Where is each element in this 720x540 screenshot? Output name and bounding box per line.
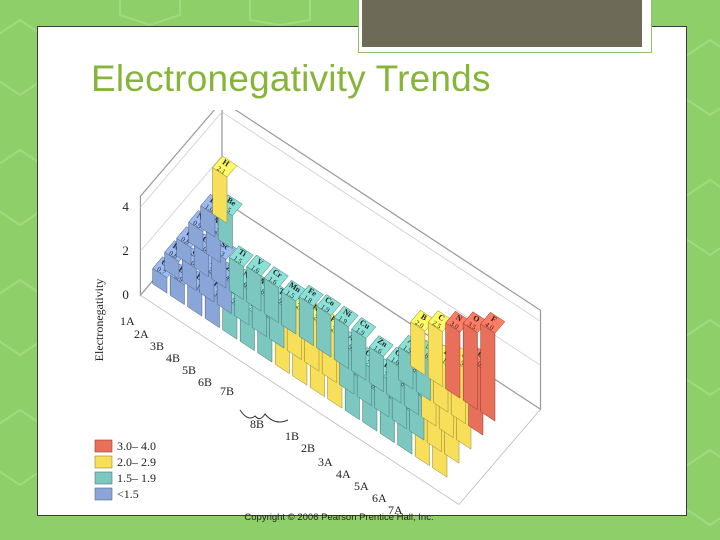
element-symbol: N	[454, 313, 464, 324]
group-label: 5B	[182, 363, 196, 377]
slide-title: Electronegativity Trends	[91, 58, 491, 99]
element-value: 1.5	[284, 289, 296, 301]
element-value: 0.9	[191, 219, 203, 231]
element-symbol: C	[436, 312, 446, 323]
element-value: 1.6	[267, 275, 279, 287]
element-bar-ni: Ni1.9	[333, 305, 359, 370]
legend-label: <1.5	[117, 487, 139, 501]
legend-swatch	[94, 487, 113, 501]
group-label: 4A	[336, 467, 351, 481]
element-value: 2.5	[431, 319, 443, 331]
chart-walls	[139, 110, 542, 506]
element-value: 3.0	[448, 320, 460, 332]
element-symbol: B	[419, 312, 429, 323]
element-prisms: Cs0.7Ba0.9La1.1Hf1.3Ta1.5W1.7Re1.9Os2.2I…	[152, 155, 506, 478]
legend: 3.0– 4.0 2.0– 2.9 1.5– 1.9 <1.5	[94, 439, 156, 501]
element-symbol: Sc	[219, 240, 231, 252]
element-bar-h: H2.1	[212, 155, 238, 224]
element-symbol: H	[221, 158, 232, 169]
element-value: 1.9	[337, 314, 349, 326]
legend-swatch	[94, 455, 113, 469]
group-label: 7B	[220, 384, 234, 398]
group-label: 5A	[354, 479, 369, 493]
group-label: 2B	[301, 441, 315, 455]
y-tick-label: 2	[122, 243, 128, 258]
element-value: 1.6	[372, 344, 384, 356]
element-value: 4.0	[483, 321, 495, 333]
element-bar-cu: Cu1.9	[351, 316, 377, 381]
element-value: 0.7	[155, 265, 167, 277]
element-value: 1.6	[389, 355, 401, 367]
element-value: 1.9	[319, 303, 331, 315]
element-value: 1.6	[249, 263, 261, 275]
group-label: 2A	[134, 327, 149, 341]
element-bar-co: Co1.9	[316, 293, 342, 358]
element-bar-zn: Zn1.6	[368, 334, 394, 393]
legend-label: 1.5– 1.9	[117, 471, 156, 485]
element-value: 1.5	[401, 344, 413, 356]
element-symbol: O	[471, 313, 481, 324]
group-label: 3B	[150, 339, 164, 353]
slide-tab-block	[362, 0, 642, 47]
element-value: 0.8	[167, 249, 179, 261]
element-value: 3.5	[466, 320, 478, 332]
element-bar-ti: Ti1.5	[228, 245, 254, 301]
element-bar-f: F4.0	[480, 311, 506, 422]
group-label: 7A	[388, 503, 403, 517]
element-symbol: V	[255, 257, 265, 268]
element-value: 0.8	[179, 235, 191, 247]
element-bar-v: V1.6	[246, 254, 272, 312]
element-bar-fe: Fe1.8	[298, 284, 324, 347]
element-value: 1.5	[232, 254, 244, 266]
group-label: 6A	[372, 491, 387, 505]
legend-swatch	[94, 439, 113, 453]
group-8b-brace	[239, 409, 289, 423]
element-symbol: F	[489, 314, 498, 324]
y-tick-label: 4	[122, 199, 129, 214]
group-label: 6B	[198, 375, 212, 389]
group-label: 4B	[166, 351, 180, 365]
group-label: 8B	[250, 417, 264, 431]
electronegativity-chart: 024ElectronegativityCs0.7Ba0.9La1.1Hf1.3…	[90, 110, 588, 528]
element-symbol: Co	[323, 295, 336, 308]
legend-label: 2.0– 2.9	[117, 455, 156, 469]
element-bar-n: N3.0	[445, 310, 471, 399]
copyright-notice: Copyright © 2006 Pearson Prentice Hall, …	[244, 512, 434, 523]
element-value: 1.0	[203, 203, 215, 215]
legend-label: 3.0– 4.0	[117, 439, 156, 453]
element-value: 2.1	[215, 164, 227, 176]
group-label: 1A	[120, 314, 135, 328]
y-tick-label: 0	[122, 287, 128, 302]
element-bar-o: O3.5	[462, 311, 488, 411]
element-value: 1.9	[354, 326, 366, 338]
element-value: 2.0	[413, 319, 425, 331]
y-axis-label: Electronegativity	[92, 279, 106, 362]
element-bar-cr: Cr1.6	[263, 265, 289, 324]
group-label: 1B	[285, 429, 299, 443]
element-value: 1.8	[302, 294, 314, 306]
legend-swatch	[94, 471, 113, 485]
element-symbol: Ti	[237, 247, 249, 259]
group-label: 3A	[318, 455, 333, 469]
